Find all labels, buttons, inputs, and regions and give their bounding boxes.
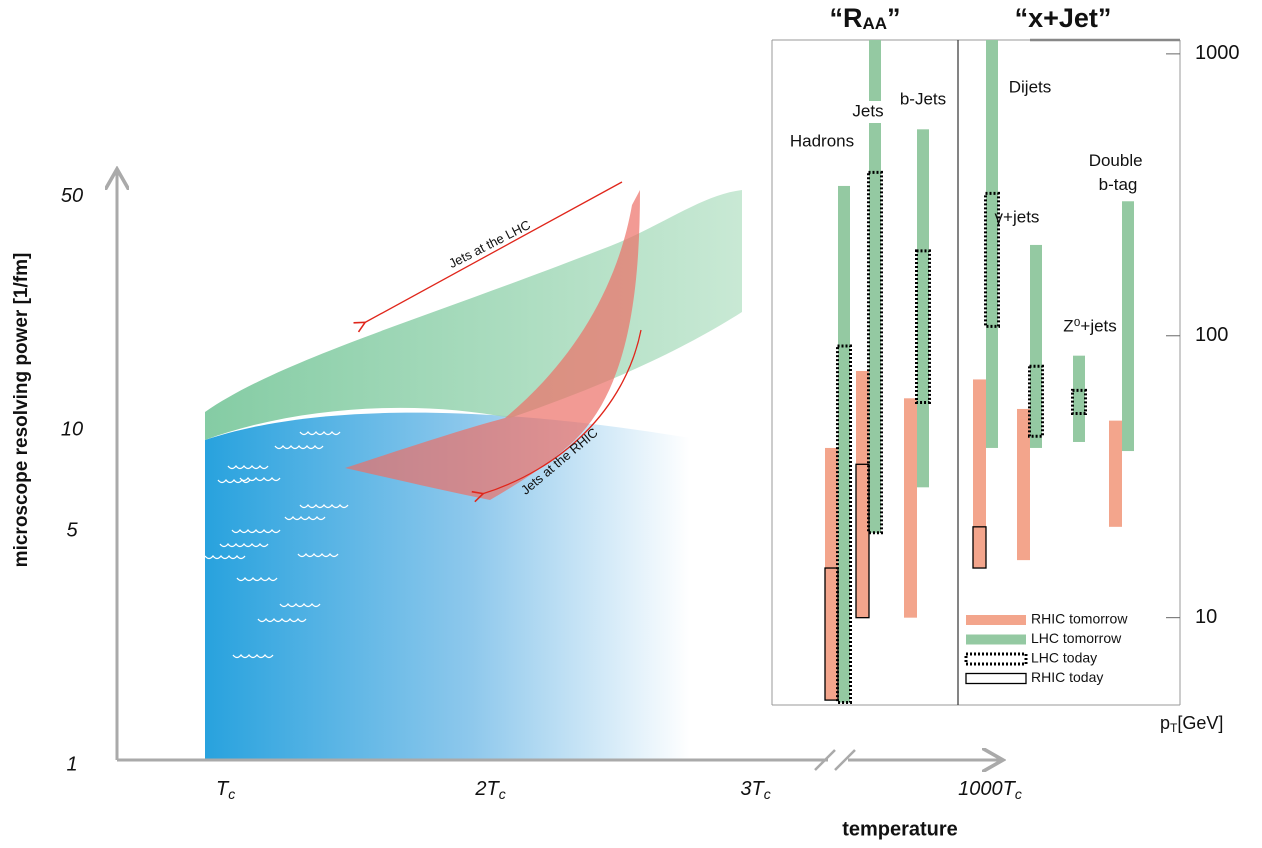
x-axis-label: temperature — [842, 818, 958, 840]
lhc-band — [205, 190, 742, 440]
y-axis-label-part: T — [1170, 721, 1178, 735]
range-bar — [973, 379, 986, 569]
wave — [279, 602, 321, 608]
range-bar — [856, 370, 869, 618]
schematic-shapes — [117, 38, 1181, 771]
waves — [204, 430, 349, 659]
category-label: Hadrons — [790, 131, 854, 150]
range-bar — [1122, 201, 1134, 452]
y-axis-label: microscope resolving power [1/fm] — [11, 253, 32, 568]
range-bar — [972, 526, 987, 569]
y-tick-label: 50 — [61, 185, 83, 207]
y-tick-label: 10 — [61, 419, 83, 441]
category-label: Z⁰+jets — [1063, 316, 1117, 335]
panel-title: “RAA” — [829, 3, 900, 33]
category-label: Jets — [852, 101, 883, 120]
legend-label: LHC today — [1031, 650, 1097, 666]
y-axis-label: pT[GeV] — [1160, 713, 1223, 735]
legend-label: LHC tomorrow — [1031, 630, 1122, 646]
range-bar — [825, 447, 838, 701]
wave — [274, 444, 324, 450]
x-tick-label: 3Tc — [740, 778, 770, 801]
annotation: Jets at the LHC — [446, 217, 533, 271]
label-background — [850, 101, 886, 123]
range-bar — [1071, 388, 1087, 415]
range-bar — [869, 40, 881, 533]
range-bar — [904, 398, 917, 618]
y-tick-label: 1 — [66, 753, 77, 775]
wave — [231, 528, 281, 534]
wave — [227, 464, 269, 470]
range-bar — [917, 129, 929, 488]
x-tick-label: 1000Tc — [958, 778, 1022, 801]
range-bar — [1109, 420, 1122, 527]
y-axis-label-part: [GeV] — [1177, 713, 1223, 733]
qgp-region — [205, 412, 690, 760]
panel-title: “x+Jet” — [1015, 3, 1112, 33]
category-label: Double b-tag — [1089, 151, 1148, 194]
range-bar — [855, 463, 870, 619]
wave — [299, 430, 341, 436]
panel-title-part: AA — [862, 14, 887, 33]
rhic-band — [345, 190, 640, 500]
legend-swatch — [966, 634, 1026, 645]
y-axis-label-part: p — [1160, 713, 1170, 733]
rhic-arrow — [482, 329, 642, 494]
axis-break — [814, 749, 856, 771]
wave — [299, 503, 349, 509]
panel-title-part: “R — [829, 3, 862, 33]
y-tick-label: 10 — [1195, 606, 1217, 628]
legend-label: RHIC tomorrow — [1031, 611, 1128, 627]
range-bar — [915, 249, 931, 404]
category-label: Dijets — [1009, 77, 1052, 96]
range-bar — [1030, 244, 1042, 448]
wave — [219, 542, 269, 548]
legend-label: RHIC today — [1031, 669, 1103, 685]
range-bar — [984, 191, 1000, 328]
wave — [204, 554, 246, 560]
range-bar — [986, 40, 998, 448]
range-bar — [1017, 408, 1030, 561]
lhc-arrow — [364, 181, 623, 323]
wave — [284, 515, 326, 521]
range-bar — [1028, 364, 1044, 438]
range-bar — [867, 170, 883, 535]
legend-swatch — [964, 652, 1028, 666]
panel-title-part: ” — [887, 3, 901, 33]
wave — [232, 653, 274, 659]
legend-swatch — [966, 615, 1026, 625]
range-bar — [824, 567, 839, 701]
wave — [257, 617, 307, 623]
y-tick-label: 5 — [66, 519, 78, 541]
wave — [239, 476, 281, 482]
wave — [217, 478, 251, 484]
x-tick-label: Tc — [216, 778, 235, 801]
category-label: b-Jets — [900, 89, 946, 108]
category-label: γ+jets — [995, 207, 1040, 226]
wave — [236, 576, 278, 582]
range-bar — [836, 344, 852, 705]
y-tick-label: 100 — [1195, 324, 1228, 346]
legend-swatch — [965, 672, 1027, 685]
range-bar — [1073, 355, 1085, 442]
y-tick-label: 1000 — [1195, 42, 1240, 64]
range-bar — [838, 185, 850, 703]
wave — [297, 552, 339, 558]
x-tick-label: 2Tc — [474, 778, 505, 801]
